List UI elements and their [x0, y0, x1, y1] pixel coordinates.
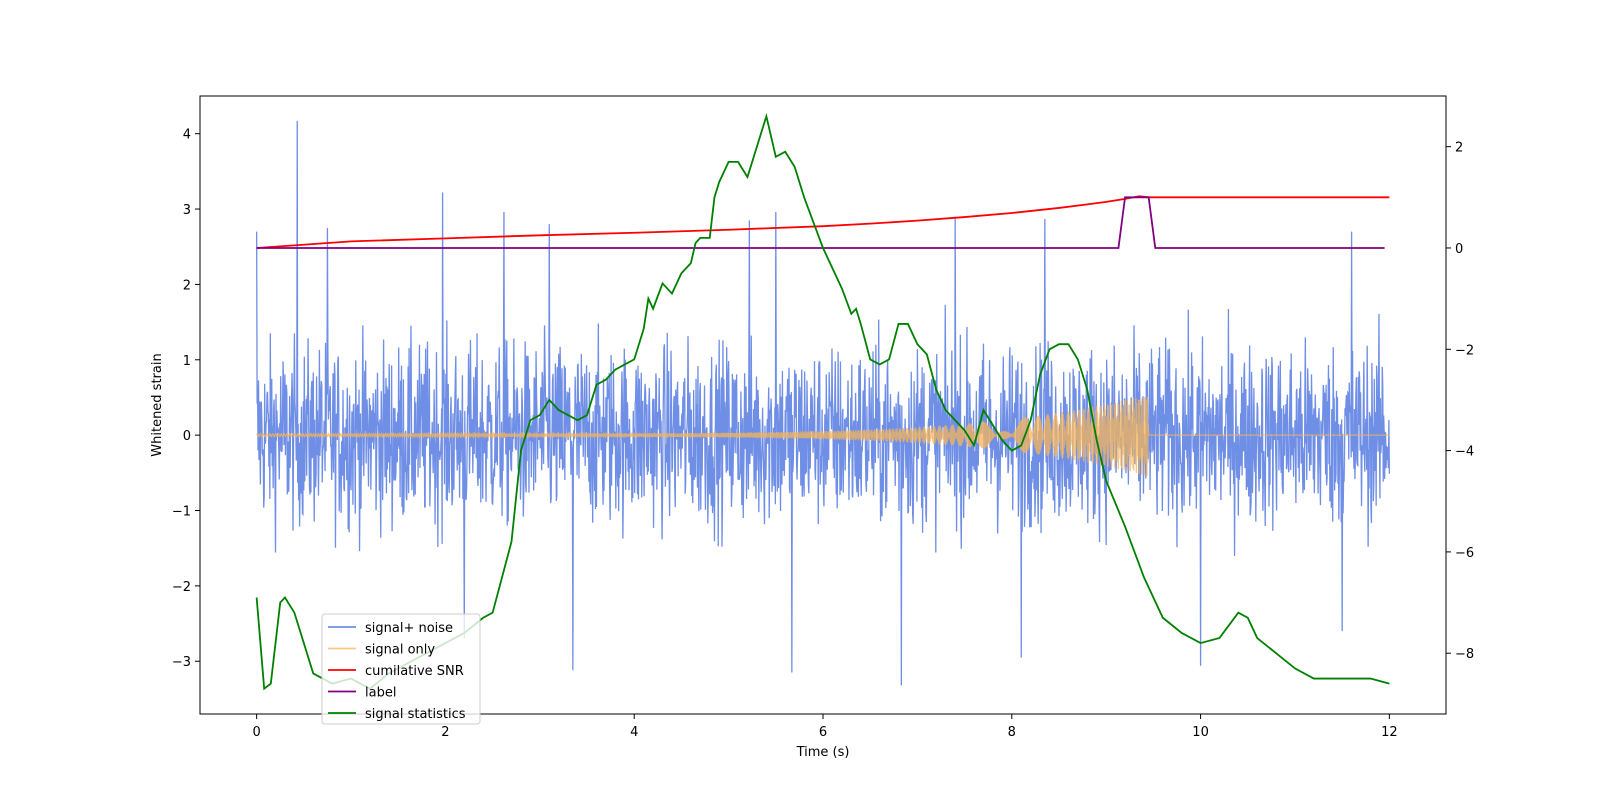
legend-label: cumilative SNR — [365, 664, 464, 679]
y-tick-label: −1 — [172, 505, 191, 520]
legend: signal+ noise signal only cumilative SNR la… — [321, 613, 481, 725]
y-tick-label: −3 — [172, 655, 191, 670]
y2-tick-label: 2 — [1455, 141, 1463, 156]
x-tick-label: 4 — [630, 725, 638, 740]
x-axis-label: Time (s) — [796, 745, 850, 760]
series-line-signal-only — [256, 396, 1390, 476]
x-tick-label: 12 — [1381, 725, 1398, 740]
legend-label: signal statistics — [365, 707, 466, 722]
plot-area — [255, 112, 1391, 691]
y-tick-label: 0 — [183, 429, 191, 444]
legend-box — [321, 613, 481, 725]
series-line-cumilative-snr — [256, 195, 1390, 249]
y-tick-label: −2 — [172, 580, 191, 595]
legend-label: label — [365, 686, 396, 701]
y2-tick-label: −6 — [1455, 546, 1474, 561]
y2-tick-label: −2 — [1455, 343, 1474, 358]
legend-label: signal only — [365, 643, 435, 658]
series-line-signal-statistics — [255, 112, 1390, 691]
x-tick-label: 2 — [441, 725, 449, 740]
y-axis-label: Whitened strain — [150, 353, 165, 456]
series-line-signal-noise — [255, 120, 1391, 686]
x-tick-label: 8 — [1008, 725, 1016, 740]
y2-tick-label: −4 — [1455, 445, 1474, 460]
y-tick-label: 4 — [183, 128, 191, 143]
y-tick-label: 2 — [183, 278, 191, 293]
x-tick-label: 10 — [1192, 725, 1209, 740]
x-tick-label: 6 — [819, 725, 827, 740]
y2-tick-label: 0 — [1455, 242, 1463, 257]
x-tick-label: 0 — [252, 725, 260, 740]
y-tick-label: 1 — [183, 354, 191, 369]
y2-tick-label: −8 — [1455, 647, 1474, 662]
y-tick-label: 3 — [183, 203, 191, 218]
legend-label: signal+ noise — [365, 621, 453, 636]
series-line-label — [256, 196, 1385, 249]
